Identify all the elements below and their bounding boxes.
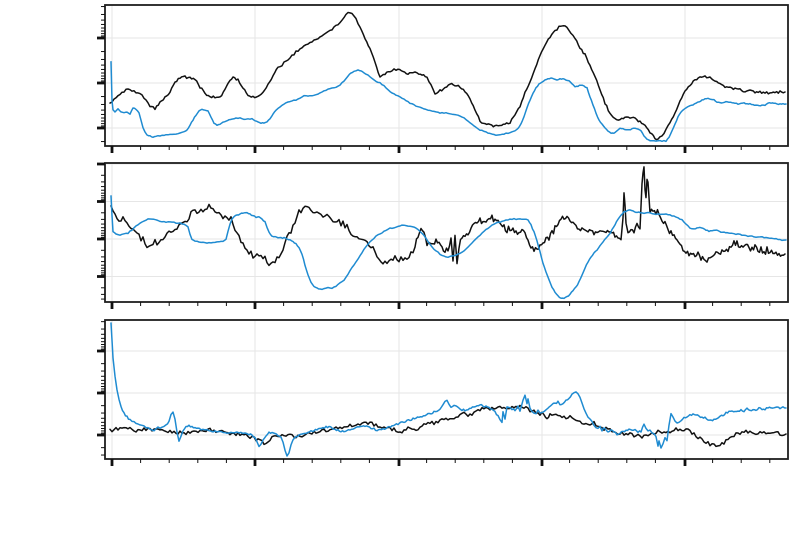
- series-black-line: [110, 166, 786, 267]
- series-blue-line: [110, 322, 787, 457]
- series-black-line: [109, 404, 787, 448]
- axis-frame: [104, 162, 789, 303]
- grid-lines: [105, 320, 788, 459]
- subplot-2: [97, 162, 789, 309]
- axis-frame: [104, 319, 789, 460]
- subplot-3: [97, 319, 789, 466]
- series-black-line: [109, 11, 786, 141]
- series-blue-line: [110, 60, 787, 143]
- series-blue-line: [110, 195, 787, 300]
- grid-lines: [105, 163, 788, 302]
- subplot-1: [97, 4, 789, 153]
- axis-ticks: [97, 321, 771, 466]
- axis-ticks: [97, 6, 771, 153]
- grid-lines: [105, 5, 788, 146]
- axis-ticks: [97, 162, 771, 309]
- axis-frame: [104, 4, 789, 147]
